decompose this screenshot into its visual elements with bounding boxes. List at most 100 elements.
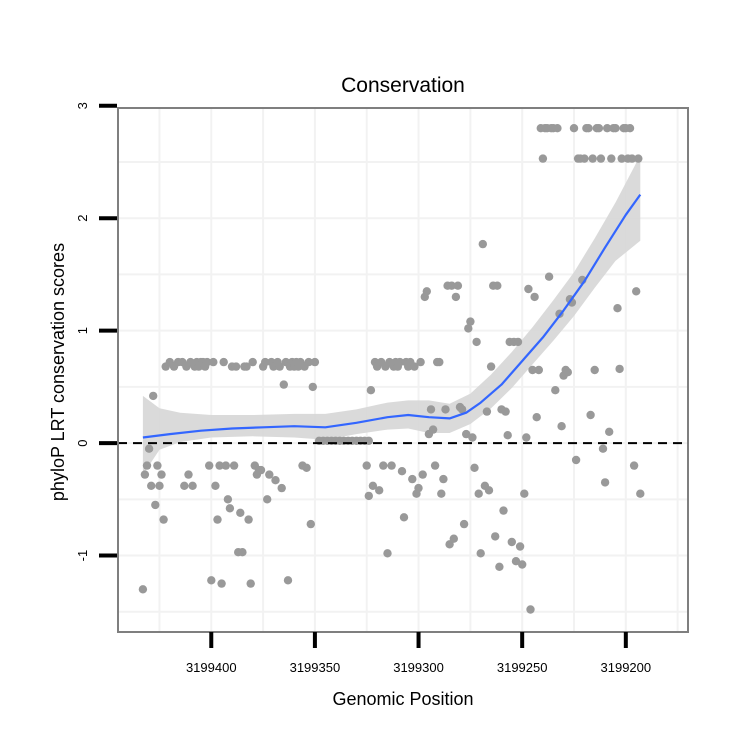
data-point-36 <box>221 461 230 470</box>
data-point-167 <box>515 542 525 551</box>
data-point-185 <box>553 124 562 133</box>
data-point-40 <box>229 461 239 470</box>
data-point-131 <box>441 405 450 414</box>
data-point-190 <box>563 368 572 377</box>
panel-border <box>117 107 689 633</box>
data-point-147 <box>474 489 483 498</box>
data-point-46 <box>242 362 251 371</box>
data-point-163 <box>507 537 516 547</box>
data-point-1 <box>140 470 150 479</box>
data-point-53 <box>256 465 266 475</box>
data-point-38 <box>225 504 235 513</box>
data-point-37 <box>223 495 233 504</box>
data-point-2 <box>142 461 152 470</box>
smooth-line-layer <box>142 193 642 439</box>
data-point-60 <box>271 476 280 485</box>
x-axis-label: Genomic Position <box>332 689 473 709</box>
data-point-173 <box>528 365 537 375</box>
x-tick-label-3: 3199250 <box>497 660 548 675</box>
data-point-32 <box>213 515 222 524</box>
data-point-10 <box>159 515 168 524</box>
data-point-166 <box>513 337 523 347</box>
data-point-48 <box>246 579 255 588</box>
data-point-93 <box>362 461 371 470</box>
data-point-0 <box>138 585 148 594</box>
data-point-220 <box>625 124 635 133</box>
data-point-101 <box>379 461 388 470</box>
data-point-140 <box>459 519 469 529</box>
data-point-33 <box>215 461 224 470</box>
data-point-111 <box>399 513 409 522</box>
data-point-224 <box>634 154 643 163</box>
data-point-34 <box>217 579 226 588</box>
confidence-ribbon-layer <box>142 155 641 475</box>
data-point-216 <box>617 154 626 163</box>
data-point-110 <box>397 467 407 476</box>
data-point-9 <box>157 470 166 479</box>
data-point-206 <box>596 154 606 163</box>
y-tick-label-4: 3 <box>75 102 90 109</box>
data-point-125 <box>428 425 438 434</box>
data-point-181 <box>544 272 554 281</box>
data-point-129 <box>437 489 446 498</box>
data-point-194 <box>571 455 581 465</box>
data-point-184 <box>551 386 560 395</box>
axes-layer: 3199400 3199350 3199300 3199250 3199200 -1 0 1 2… <box>75 102 651 675</box>
data-point-116 <box>410 362 419 371</box>
data-point-16 <box>180 481 189 490</box>
data-point-103 <box>383 549 392 558</box>
data-point-96 <box>368 481 378 490</box>
data-point-151 <box>482 407 492 416</box>
data-point-126 <box>430 461 440 470</box>
data-point-187 <box>557 422 566 431</box>
data-point-63 <box>277 483 286 493</box>
data-point-157 <box>495 562 504 571</box>
data-point-201 <box>586 410 595 420</box>
data-point-143 <box>466 317 475 326</box>
data-point-29 <box>207 576 216 585</box>
data-point-207 <box>598 444 608 453</box>
data-point-95 <box>366 386 376 395</box>
data-point-225 <box>636 489 645 498</box>
data-point-75 <box>302 463 311 472</box>
data-point-202 <box>588 154 597 163</box>
data-point-30 <box>209 357 218 367</box>
data-point-64 <box>279 380 288 389</box>
data-point-66 <box>283 576 293 585</box>
data-point-203 <box>590 365 599 375</box>
data-point-170 <box>522 433 531 442</box>
data-point-94 <box>364 491 373 501</box>
data-point-20 <box>188 481 197 490</box>
data-point-211 <box>607 154 616 163</box>
data-point-213 <box>611 124 620 133</box>
data-point-198 <box>580 154 589 163</box>
data-point-79 <box>310 357 320 367</box>
data-point-44 <box>238 548 247 557</box>
chart-title: Conservation <box>341 74 465 97</box>
data-point-76 <box>304 357 313 367</box>
data-point-149 <box>478 239 487 249</box>
data-point-49 <box>248 357 257 367</box>
data-point-7 <box>153 461 162 470</box>
data-point-208 <box>600 478 610 487</box>
data-point-172 <box>526 605 535 614</box>
data-point-5 <box>149 391 158 401</box>
data-point-3 <box>144 444 154 453</box>
data-point-168 <box>518 560 527 569</box>
data-point-57 <box>265 470 274 479</box>
data-point-193 <box>569 124 579 133</box>
points-layer <box>138 124 645 614</box>
data-point-222 <box>629 461 639 470</box>
y-axis-label: phyloP LRT conservation scores <box>48 243 68 501</box>
data-point-43 <box>236 508 245 517</box>
data-point-130 <box>439 474 448 484</box>
data-point-4 <box>147 481 156 490</box>
data-point-6 <box>151 500 160 510</box>
data-point-139 <box>457 405 467 414</box>
data-point-223 <box>632 287 641 296</box>
data-point-31 <box>211 481 220 490</box>
data-point-122 <box>422 287 431 296</box>
data-point-137 <box>453 281 463 290</box>
data-point-152 <box>484 486 494 495</box>
